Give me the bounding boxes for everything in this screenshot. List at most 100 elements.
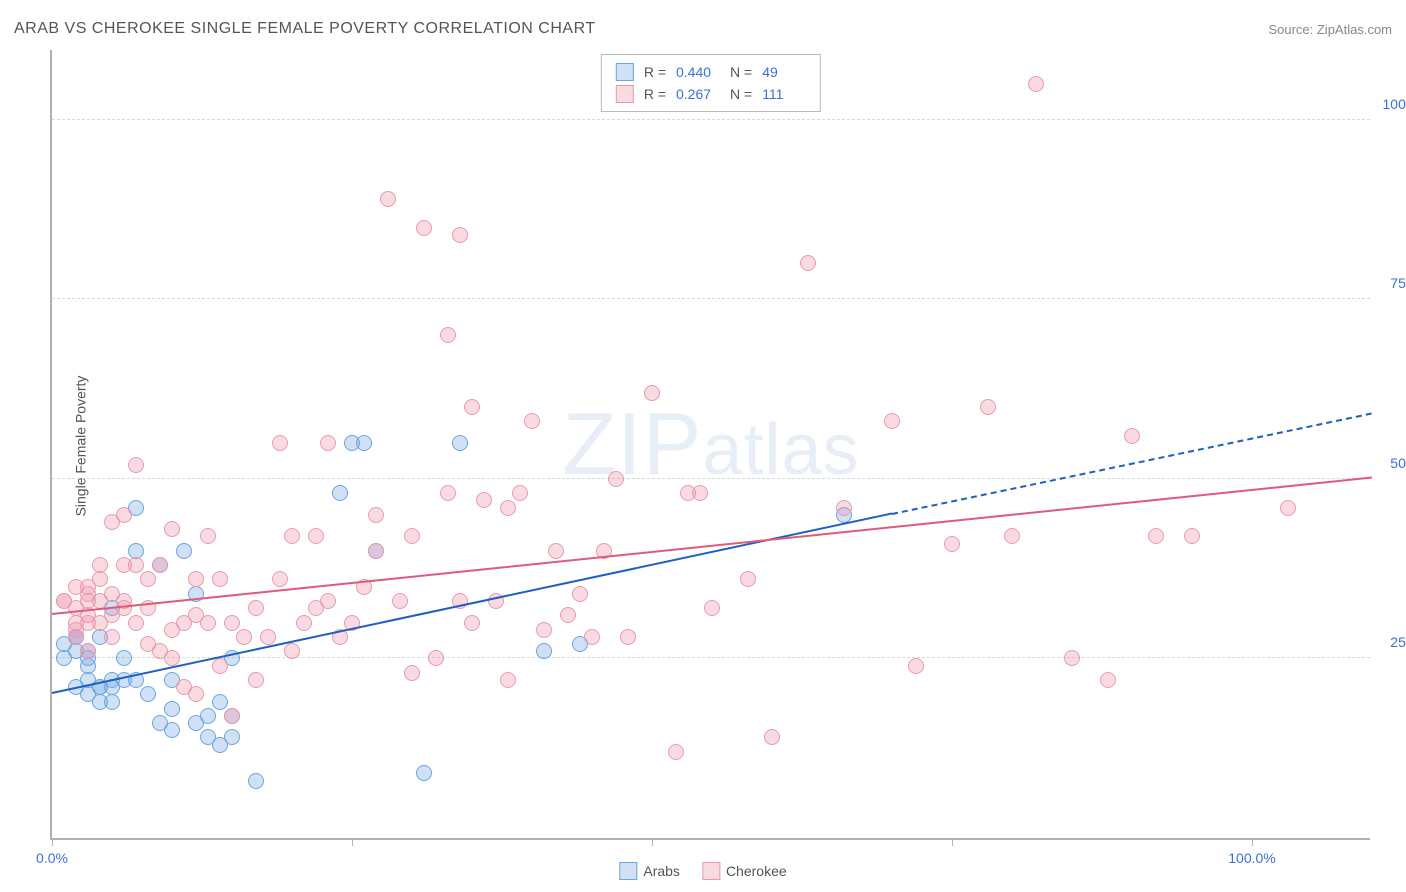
scatter-point: [644, 385, 660, 401]
scatter-point: [1028, 76, 1044, 92]
scatter-point: [668, 744, 684, 760]
scatter-point: [176, 543, 192, 559]
legend-row-arabs: R = 0.440 N = 49: [616, 61, 806, 83]
scatter-point: [548, 543, 564, 559]
x-tick: [52, 838, 53, 846]
scatter-point: [92, 557, 108, 573]
scatter-point: [800, 255, 816, 271]
scatter-point: [248, 600, 264, 616]
scatter-point: [248, 672, 264, 688]
scatter-point: [260, 629, 276, 645]
y-tick-label: 100.0%: [1375, 96, 1406, 112]
y-tick-label: 50.0%: [1375, 455, 1406, 471]
scatter-point: [980, 399, 996, 415]
scatter-point: [248, 773, 264, 789]
arabs-r-value: 0.440: [676, 61, 720, 83]
scatter-point: [140, 686, 156, 702]
scatter-point: [440, 485, 456, 501]
scatter-point: [464, 615, 480, 631]
scatter-point: [524, 413, 540, 429]
scatter-point: [188, 686, 204, 702]
scatter-point: [392, 593, 408, 609]
scatter-point: [152, 557, 168, 573]
n-label: N =: [730, 83, 752, 105]
source-label: Source: ZipAtlas.com: [1268, 22, 1392, 37]
scatter-point: [620, 629, 636, 645]
scatter-point: [692, 485, 708, 501]
scatter-point: [92, 571, 108, 587]
scatter-point: [416, 220, 432, 236]
scatter-point: [740, 571, 756, 587]
scatter-point: [608, 471, 624, 487]
scatter-point: [116, 650, 132, 666]
legend-row-cherokee: R = 0.267 N = 111: [616, 83, 806, 105]
scatter-point: [284, 528, 300, 544]
scatter-point: [128, 557, 144, 573]
scatter-point: [308, 528, 324, 544]
scatter-point: [212, 658, 228, 674]
arabs-label: Arabs: [643, 863, 680, 879]
scatter-point: [404, 665, 420, 681]
scatter-point: [1100, 672, 1116, 688]
scatter-point: [104, 694, 120, 710]
legend-series: Arabs Cherokee: [619, 862, 786, 880]
scatter-point: [272, 571, 288, 587]
cherokee-n-value: 111: [762, 83, 806, 105]
scatter-point: [452, 227, 468, 243]
scatter-point: [272, 435, 288, 451]
x-tick: [352, 838, 353, 846]
scatter-point: [164, 521, 180, 537]
chart-title: ARAB VS CHEROKEE SINGLE FEMALE POVERTY C…: [14, 20, 596, 38]
scatter-point: [380, 191, 396, 207]
scatter-point: [560, 607, 576, 623]
scatter-point: [128, 457, 144, 473]
scatter-point: [140, 571, 156, 587]
scatter-point: [464, 399, 480, 415]
scatter-point: [128, 615, 144, 631]
scatter-point: [320, 593, 336, 609]
gridline: [52, 298, 1370, 299]
r-label: R =: [644, 83, 666, 105]
legend-correlation: R = 0.440 N = 49 R = 0.267 N = 111: [601, 54, 821, 112]
scatter-point: [212, 694, 228, 710]
scatter-point: [704, 600, 720, 616]
arabs-swatch: [619, 862, 637, 880]
scatter-point: [452, 435, 468, 451]
scatter-point: [944, 536, 960, 552]
scatter-point: [80, 643, 96, 659]
scatter-point: [296, 615, 312, 631]
scatter-point: [200, 708, 216, 724]
scatter-point: [416, 765, 432, 781]
x-tick: [1252, 838, 1253, 846]
scatter-point: [116, 507, 132, 523]
y-tick-label: 75.0%: [1375, 275, 1406, 291]
trend-line: [52, 477, 1372, 615]
r-label: R =: [644, 61, 666, 83]
plot-area: ZIPatlas R = 0.440 N = 49 R = 0.267 N = …: [50, 50, 1370, 840]
scatter-point: [164, 701, 180, 717]
scatter-point: [536, 622, 552, 638]
scatter-point: [908, 658, 924, 674]
scatter-point: [500, 672, 516, 688]
scatter-point: [1124, 428, 1140, 444]
gridline: [52, 478, 1370, 479]
n-label: N =: [730, 61, 752, 83]
scatter-point: [212, 571, 228, 587]
scatter-point: [500, 500, 516, 516]
scatter-point: [836, 500, 852, 516]
scatter-point: [164, 722, 180, 738]
scatter-point: [224, 615, 240, 631]
scatter-point: [188, 571, 204, 587]
gridline: [52, 119, 1370, 120]
scatter-point: [368, 507, 384, 523]
cherokee-label: Cherokee: [726, 863, 787, 879]
scatter-point: [536, 643, 552, 659]
scatter-point: [476, 492, 492, 508]
scatter-point: [1148, 528, 1164, 544]
cherokee-swatch: [702, 862, 720, 880]
scatter-point: [1280, 500, 1296, 516]
chart-container: ARAB VS CHEROKEE SINGLE FEMALE POVERTY C…: [0, 0, 1406, 892]
scatter-point: [368, 543, 384, 559]
scatter-point: [512, 485, 528, 501]
legend-item-arabs: Arabs: [619, 862, 680, 880]
